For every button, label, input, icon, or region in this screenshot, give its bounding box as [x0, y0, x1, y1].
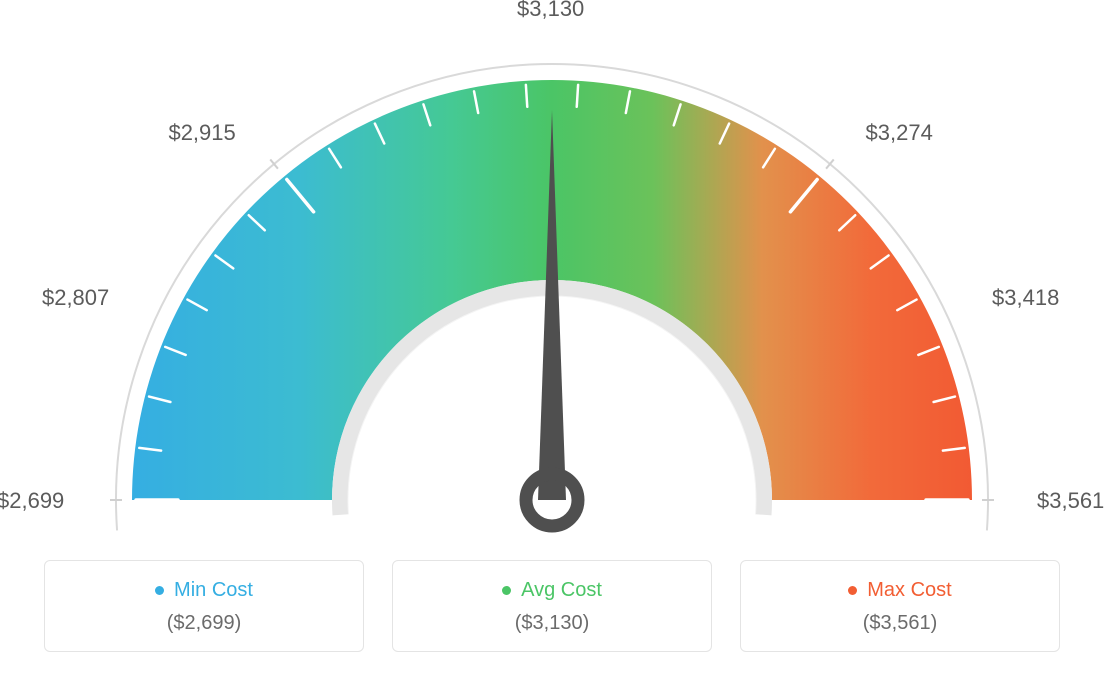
legend-title: Min Cost [155, 579, 253, 602]
legend-title-text: Avg Cost [521, 579, 602, 602]
legend-title-text: Min Cost [174, 579, 253, 602]
legend-card-max: Max Cost ($3,561) [740, 560, 1060, 652]
gauge-tick-label: $3,418 [992, 285, 1059, 311]
gauge-tick-label: $3,561 [1037, 488, 1104, 514]
legend-value: ($3,130) [413, 612, 691, 635]
legend-row: Min Cost ($2,699) Avg Cost ($3,130) Max Cost… [0, 560, 1104, 652]
legend-dot-icon [155, 586, 164, 595]
gauge-tick-label: $2,699 [0, 488, 64, 514]
legend-dot-icon [502, 586, 511, 595]
gauge-tick-label: $2,915 [168, 120, 235, 146]
legend-value: ($2,699) [65, 612, 343, 635]
legend-card-min: Min Cost ($2,699) [44, 560, 364, 652]
gauge-svg [52, 30, 1052, 570]
gauge-chart: $2,699 $2,807 $2,915 $3,130 $3,274 $3,418 $3,5… [0, 0, 1104, 570]
gauge-tick-label: $2,807 [42, 285, 109, 311]
legend-title: Avg Cost [502, 579, 602, 602]
legend-dot-icon [848, 586, 857, 595]
legend-card-avg: Avg Cost ($3,130) [392, 560, 712, 652]
legend-title: Max Cost [848, 579, 951, 602]
gauge-tick-label: $3,274 [866, 120, 933, 146]
legend-value: ($3,561) [761, 612, 1039, 635]
legend-title-text: Max Cost [867, 579, 951, 602]
gauge-tick-label: $3,130 [517, 0, 584, 22]
